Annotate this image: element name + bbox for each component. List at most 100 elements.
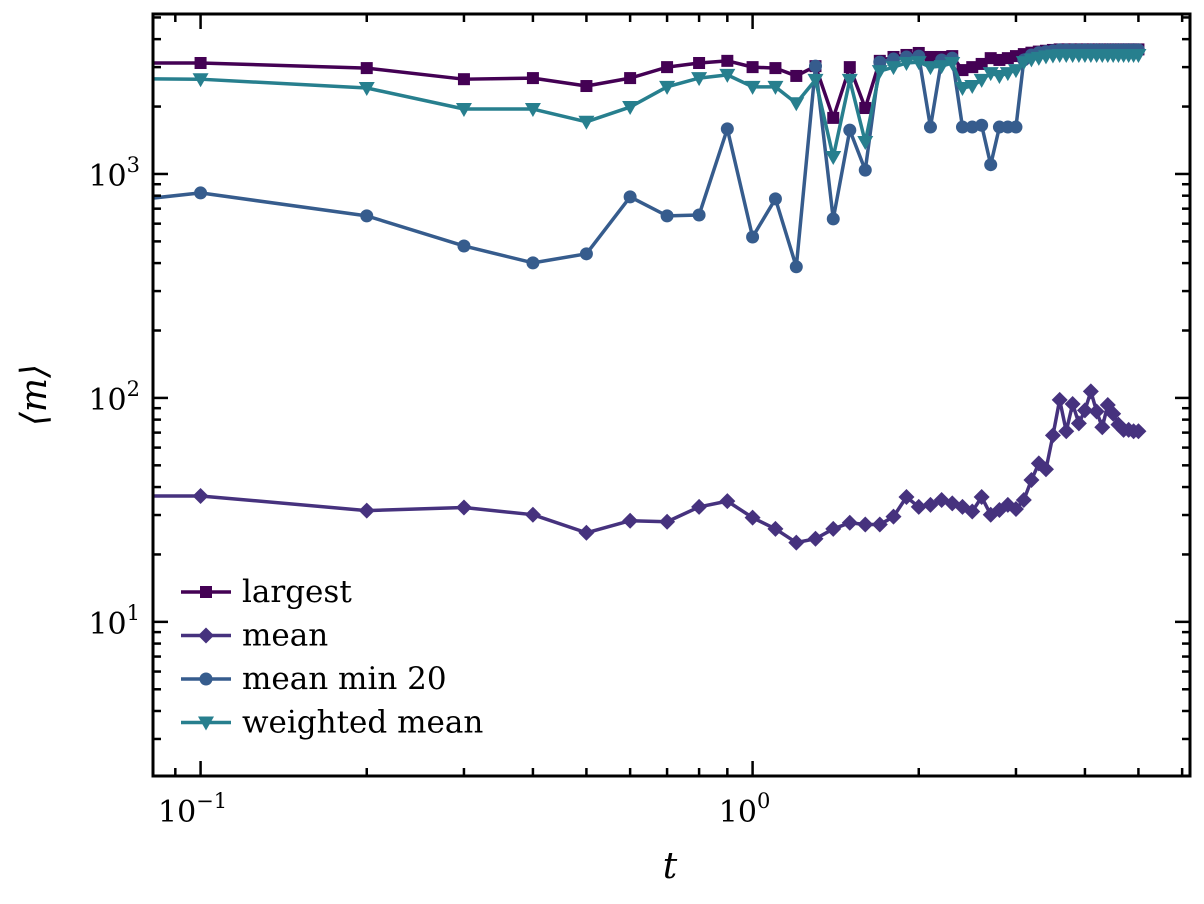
legend-marker	[199, 672, 213, 686]
y-tick-label: 103	[88, 153, 140, 194]
series-line	[153, 389, 1139, 545]
data-point	[194, 56, 207, 69]
data-point	[524, 506, 541, 523]
data-point	[721, 54, 734, 67]
data-point	[807, 73, 824, 88]
data-point	[192, 487, 209, 504]
data-point	[524, 103, 541, 118]
data-point	[360, 62, 373, 75]
data-point	[857, 135, 874, 150]
y-tick-label: 102	[88, 377, 140, 418]
data-point	[857, 516, 874, 533]
data-point	[692, 208, 706, 222]
data-point	[580, 80, 593, 93]
data-point	[933, 60, 950, 75]
data-point	[807, 530, 824, 547]
series-layer	[26, 43, 1147, 551]
data-point	[871, 516, 888, 533]
data-point	[26, 488, 42, 504]
data-point	[1130, 423, 1147, 440]
data-point	[1007, 64, 1024, 79]
legend-marker	[198, 627, 214, 644]
ticks-layer: 10−1 100 101 102 103	[88, 14, 1190, 830]
data-point	[826, 212, 840, 226]
data-point	[859, 102, 872, 115]
data-point	[455, 103, 472, 118]
data-point	[526, 256, 540, 270]
data-point	[1094, 419, 1111, 436]
data-point	[924, 50, 937, 63]
data-point	[1009, 120, 1023, 134]
data-point	[910, 56, 927, 71]
data-point	[358, 82, 375, 97]
y-axis-label: ⟨m⟩	[14, 364, 55, 426]
data-point	[898, 489, 915, 506]
data-point	[744, 80, 761, 95]
data-point	[1082, 383, 1099, 400]
data-point	[841, 73, 858, 88]
data-point	[789, 260, 803, 274]
data-point	[26, 72, 42, 86]
data-point	[659, 513, 676, 530]
data-point	[1015, 492, 1032, 509]
data-point	[825, 151, 842, 166]
data-point	[691, 498, 708, 515]
data-point	[767, 80, 784, 95]
data-point	[1037, 461, 1054, 478]
data-point	[910, 498, 927, 515]
data-point	[956, 64, 969, 77]
data-point	[746, 230, 760, 244]
data-point	[843, 61, 856, 74]
data-point	[898, 56, 915, 71]
data-point	[720, 122, 734, 136]
data-point	[858, 163, 872, 177]
data-point	[744, 509, 761, 526]
series-weighted-mean	[26, 48, 1147, 166]
data-point	[923, 120, 937, 134]
data-point	[788, 97, 805, 112]
legend: largest mean mean min 20 weighted mean	[181, 574, 483, 741]
data-point	[660, 209, 674, 223]
data-point	[1070, 415, 1087, 432]
legend-label: weighted mean	[242, 705, 483, 741]
data-point	[1023, 472, 1040, 489]
data-point	[194, 186, 208, 200]
data-point	[623, 190, 637, 204]
data-point	[1007, 501, 1024, 518]
data-point	[841, 514, 858, 531]
data-point	[790, 69, 803, 82]
data-point	[885, 61, 902, 76]
data-point	[825, 520, 842, 537]
data-point	[624, 72, 637, 85]
data-point	[358, 502, 375, 519]
data-point	[966, 61, 979, 74]
data-point	[955, 120, 969, 134]
data-point	[1058, 423, 1075, 440]
data-point	[1076, 402, 1093, 419]
data-point	[457, 239, 471, 253]
data-point	[1088, 403, 1105, 420]
legend-item: largest	[181, 574, 352, 610]
data-point	[769, 62, 782, 75]
data-point	[885, 508, 902, 525]
data-point	[28, 57, 40, 69]
legend-label: largest	[242, 574, 352, 610]
legend-item: mean min 20	[181, 661, 447, 697]
legend-marker	[198, 716, 214, 731]
data-point	[991, 69, 1008, 84]
data-point	[455, 499, 472, 516]
data-point	[767, 520, 784, 537]
plot-frame	[151, 12, 1192, 778]
legend-marker	[200, 586, 212, 598]
data-point	[975, 118, 989, 132]
legend-item: mean	[181, 618, 328, 654]
data-point	[192, 73, 209, 88]
x-axis-label: t	[663, 846, 678, 887]
data-point	[827, 111, 840, 124]
data-point	[768, 192, 782, 206]
data-point	[1105, 405, 1122, 422]
data-point	[808, 59, 822, 73]
data-point	[719, 68, 736, 83]
data-point	[1051, 391, 1068, 408]
